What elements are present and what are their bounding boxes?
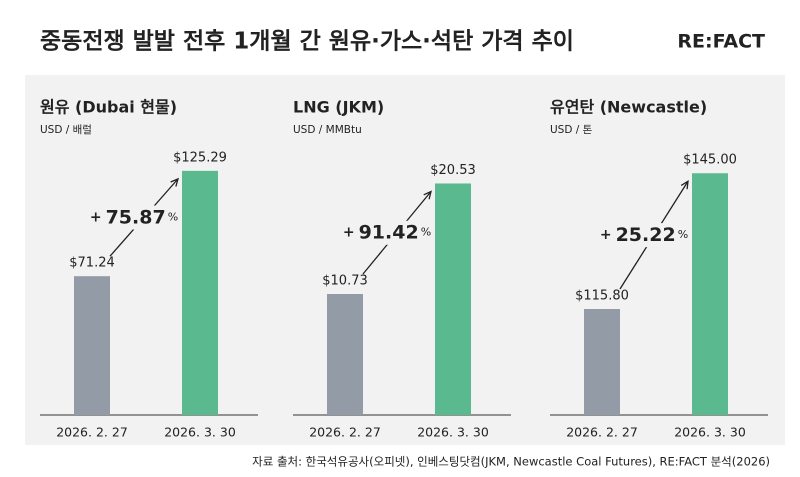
change-unit: % [421, 226, 431, 239]
change-backdrop [94, 205, 176, 230]
arrow-head [423, 190, 432, 200]
chart-title: 유연탄 (Newcastle) [550, 98, 707, 117]
change-unit: % [678, 228, 688, 241]
logo: RE:FACT [677, 31, 765, 53]
change-value: 75.87 [106, 206, 166, 228]
change-backdrop [347, 220, 429, 245]
bar [692, 173, 728, 415]
unit-label: USD / 톤 [550, 124, 593, 136]
arrow-head [170, 177, 179, 187]
change-sign: + [343, 225, 355, 241]
change-value: 25.22 [616, 224, 676, 246]
bar [74, 276, 110, 415]
value-label: $125.29 [173, 150, 227, 165]
unit-label: USD / 배럴 [40, 123, 92, 136]
change-label: +91.42% [343, 221, 431, 243]
bar [435, 183, 471, 415]
arrow-head [680, 179, 689, 190]
chart-area [25, 75, 785, 445]
change-value: 91.42 [359, 221, 419, 243]
x-tick-label: 2026. 3. 30 [417, 425, 489, 440]
source-note: 자료 출처: 한국석유공사(오피넷), 인베스팅닷컴(JKM, Newcastl… [252, 455, 770, 469]
change-backdrop [604, 223, 686, 248]
x-tick-label: 2026. 3. 30 [164, 425, 236, 440]
value-label: $145.00 [683, 153, 737, 168]
bar [327, 294, 363, 415]
chart-title: 원유 (Dubai 현물) [40, 98, 177, 117]
bar [584, 309, 620, 415]
change-label: +75.87% [90, 206, 178, 228]
change-sign: + [600, 227, 612, 243]
unit-label: USD / MMBtu [293, 124, 362, 136]
x-tick-label: 2026. 2. 27 [56, 425, 128, 440]
chart-title: LNG (JKM) [293, 98, 384, 117]
change-sign: + [90, 210, 102, 226]
value-label: $115.80 [575, 289, 629, 304]
x-tick-label: 2026. 2. 27 [566, 425, 638, 440]
bar [182, 170, 218, 415]
x-tick-label: 2026. 3. 30 [674, 425, 746, 440]
change-label: +25.22% [600, 224, 688, 246]
page-title: 중동전쟁 발발 전후 1개월 간 원유·가스·석탄 가격 추이 [40, 29, 574, 55]
value-label: $20.53 [430, 163, 476, 178]
value-label: $10.73 [322, 274, 368, 289]
x-tick-label: 2026. 2. 27 [309, 425, 381, 440]
value-label: $71.24 [69, 256, 115, 271]
change-unit: % [168, 211, 178, 224]
